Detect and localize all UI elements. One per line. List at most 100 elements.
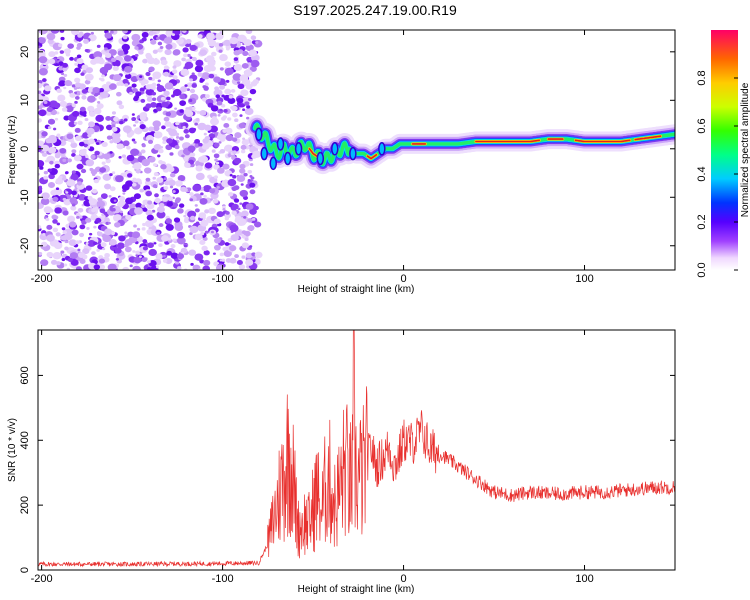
noise-speck: [239, 202, 243, 205]
noise-speck: [234, 118, 239, 123]
noise-speck: [91, 91, 96, 95]
noise-speck: [199, 109, 207, 116]
noise-speck: [167, 166, 175, 173]
noise-speck: [194, 233, 203, 241]
noise-speck: [118, 235, 126, 242]
noise-speck: [221, 258, 226, 262]
noise-speck: [172, 190, 176, 193]
colorbar-gradient: [711, 30, 738, 270]
noise-speck: [212, 252, 216, 255]
noise-speck: [131, 113, 135, 116]
noise-speck: [141, 31, 149, 38]
noise-speck: [76, 215, 80, 219]
noise-speck: [112, 136, 121, 144]
noise-speck: [206, 32, 215, 40]
noise-speck: [213, 237, 221, 244]
noise-speck: [233, 185, 240, 191]
noise-speck: [73, 87, 78, 90]
noise-speck: [164, 121, 172, 127]
noise-speck: [247, 169, 253, 174]
noise-speck: [90, 154, 96, 160]
snr-y-tick-label: 0: [19, 567, 31, 573]
noise-speck: [72, 110, 80, 117]
noise-speck: [233, 63, 243, 72]
noise-speck: [122, 30, 128, 34]
noise-speck: [182, 30, 187, 33]
noise-speck: [139, 123, 146, 130]
noise-speck: [84, 265, 88, 269]
noise-speck: [70, 259, 79, 266]
noise-speck: [131, 182, 137, 187]
noise-speck: [205, 94, 210, 99]
noise-speck: [247, 97, 252, 101]
noise-speck: [115, 263, 119, 267]
noise-speck: [201, 245, 208, 252]
noise-speck: [172, 87, 176, 91]
noise-speck: [87, 105, 95, 112]
noise-speck: [130, 148, 140, 157]
noise-speck: [243, 206, 247, 210]
noise-speck: [115, 175, 124, 183]
noise-speck: [249, 182, 256, 188]
noise-speck: [186, 88, 190, 92]
snr-y-tick-label: 600: [19, 366, 31, 384]
noise-speck: [97, 197, 103, 202]
noise-speck: [136, 227, 141, 231]
noise-speck: [189, 215, 196, 221]
noise-speck: [150, 85, 155, 90]
noise-speck: [47, 118, 56, 125]
noise-speck: [70, 142, 78, 149]
noise-speck: [116, 81, 122, 86]
noise-speck: [113, 199, 117, 202]
noise-speck: [116, 242, 125, 249]
noise-speck: [181, 154, 185, 158]
noise-speck: [124, 65, 133, 73]
noise-speck: [172, 65, 177, 69]
noise-speck: [243, 216, 247, 219]
noise-speck: [165, 223, 174, 231]
noise-speck: [71, 190, 77, 196]
snr-y-label: SNR (10 * v/v): [7, 418, 18, 482]
noise-speck: [121, 43, 130, 51]
noise-speck: [77, 248, 81, 252]
ridge-hot-core: [574, 139, 631, 143]
noise-speck: [41, 152, 47, 157]
noise-speck: [240, 149, 246, 154]
noise-speck: [187, 145, 196, 152]
noise-speck: [47, 182, 56, 188]
noise-speck: [50, 259, 58, 265]
noise-speck: [81, 95, 87, 100]
noise-speck: [146, 57, 156, 65]
noise-speck: [70, 173, 79, 181]
noise-speck: [82, 148, 87, 153]
noise-speck: [254, 251, 263, 259]
noise-speck: [153, 163, 158, 167]
noise-speck: [244, 237, 249, 241]
noise-speck: [176, 231, 185, 239]
noise-speck: [113, 116, 119, 122]
noise-speck: [101, 141, 108, 147]
noise-speck: [43, 175, 49, 180]
noise-speck: [54, 117, 59, 121]
noise-speck: [86, 226, 90, 230]
noise-speck: [131, 33, 141, 42]
noise-speck: [219, 67, 224, 71]
ridge-blob: [269, 156, 278, 171]
noise-speck: [42, 78, 47, 83]
noise-speck: [227, 192, 234, 197]
noise-speck: [174, 107, 178, 110]
noise-speck: [237, 83, 245, 90]
noise-speck: [195, 59, 204, 67]
noise-speck: [73, 154, 82, 162]
noise-speck: [98, 264, 106, 270]
noise-speck: [67, 43, 74, 49]
noise-speck: [225, 79, 230, 83]
noise-speck: [249, 88, 257, 95]
noise-speck: [154, 197, 161, 204]
noise-speck: [74, 67, 81, 74]
noise-speck: [152, 71, 162, 79]
noise-speck: [215, 94, 221, 99]
noise-speck: [89, 232, 93, 236]
noise-speck: [180, 86, 188, 93]
ridge-blob: [378, 142, 386, 156]
